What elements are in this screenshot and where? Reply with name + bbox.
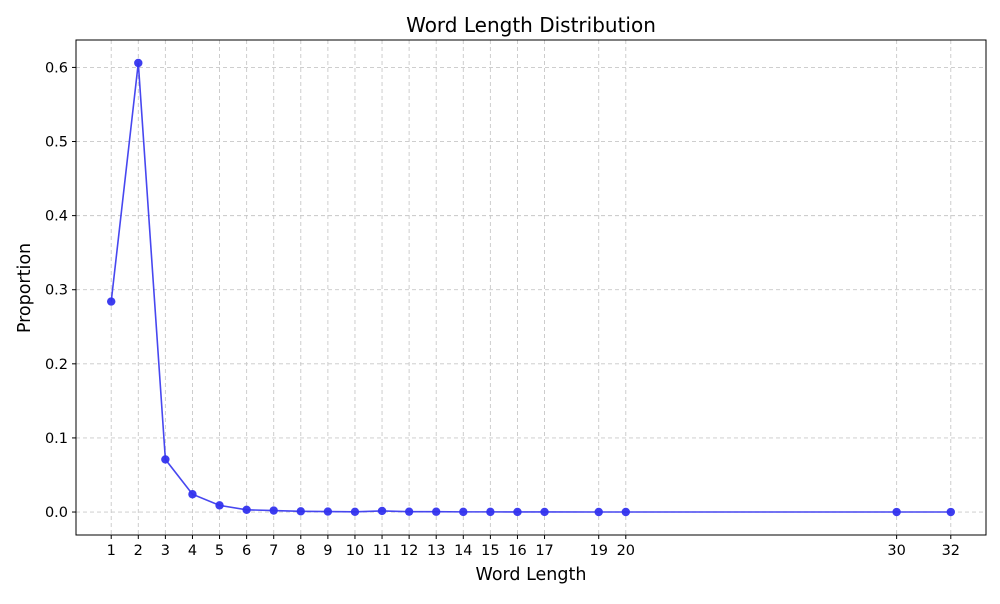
series-line (110, 62, 951, 513)
chart-title: Word Length Distribution (406, 13, 656, 37)
x-tick-label: 3 (161, 543, 170, 559)
series-layer (107, 58, 955, 517)
x-tick-label: 6 (242, 543, 251, 559)
data-point (107, 297, 116, 306)
plot-frame (75, 39, 987, 536)
x-tick-label: 15 (481, 543, 499, 559)
data-point (134, 58, 143, 68)
x-tick-label: 20 (617, 543, 635, 559)
data-point (323, 507, 333, 516)
data-point (404, 507, 414, 516)
data-point (242, 505, 251, 515)
data-point (459, 507, 468, 517)
y-tick-label: 0.5 (45, 135, 68, 151)
x-tick-label: 7 (269, 543, 278, 559)
x-axis-label: Word Length (476, 565, 587, 585)
y-tick-label: 0.1 (45, 431, 68, 447)
x-tick-label: 14 (454, 543, 472, 559)
x-tick-label: 5 (215, 543, 224, 559)
x-tick-label: 17 (535, 543, 553, 559)
data-point (432, 507, 441, 516)
y-axis-label: Proportion (15, 243, 35, 333)
data-point (594, 507, 603, 517)
data-point (269, 506, 278, 515)
data-point (540, 507, 549, 517)
y-tick-label: 0.0 (45, 505, 68, 521)
ticks: 1 2 3 4 5 6 7 8 9 10 11 12 13 14 15 16 17 19 20 30 320.00.10… (45, 60, 960, 559)
data-point (377, 506, 387, 516)
y-tick-label: 0.6 (45, 60, 68, 76)
x-tick-label: 9 (323, 543, 332, 559)
x-tick-label: 32 (942, 543, 960, 559)
y-tick-label: 0.4 (45, 209, 68, 225)
x-tick-label: 16 (508, 543, 526, 559)
x-tick-label: 1 (107, 543, 116, 559)
data-point (161, 455, 170, 464)
x-tick-label: 12 (400, 543, 418, 559)
x-tick-label: 13 (427, 543, 445, 559)
data-point (946, 507, 955, 517)
data-point (621, 507, 630, 517)
data-point (892, 507, 901, 517)
y-tick-label: 0.3 (45, 283, 68, 299)
data-point (188, 490, 197, 499)
x-tick-label: 2 (134, 543, 143, 559)
x-tick-label: 11 (373, 543, 391, 559)
y-tick-label: 0.2 (45, 357, 68, 373)
x-tick-label: 19 (589, 543, 607, 559)
data-point (296, 507, 305, 516)
x-tick-label: 8 (296, 543, 305, 559)
x-tick-label: 4 (188, 543, 197, 559)
x-tick-label: 10 (346, 543, 364, 559)
data-point (215, 501, 224, 510)
grid (76, 40, 986, 535)
data-point (486, 507, 495, 517)
x-tick-label: 30 (887, 543, 905, 559)
data-point (513, 507, 522, 517)
data-point (350, 507, 360, 517)
